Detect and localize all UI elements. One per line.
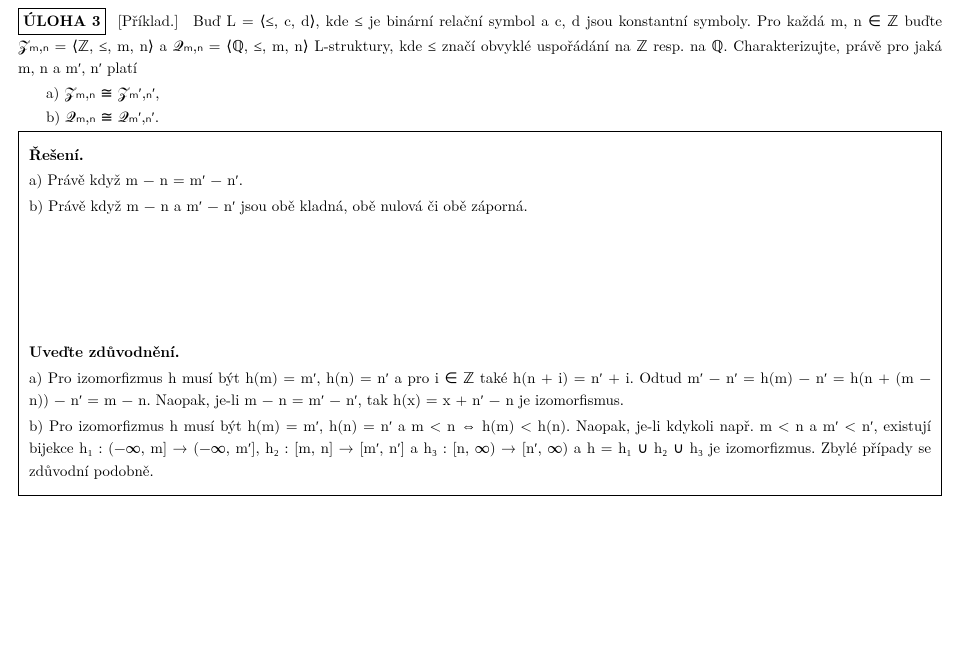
example-note: [Příklad.] (118, 10, 179, 31)
solution-item-b: b) Právě když m − n a m′ − n′ jsou obě k… (29, 195, 931, 218)
problem-statement: ÚLOHA 3 [Příklad.] Buď L = ⟨≤, c, d⟩, kd… (18, 8, 942, 80)
justification-item-a: a) Pro izomorfizmus h musí být h(m) = m′… (29, 367, 931, 412)
justification-item-b: b) Pro izomorfizmus h musí být h(m) = m′… (29, 415, 931, 483)
solution-item-a: a) Právě když m − n = m′ − n′. (29, 169, 931, 192)
spacer (29, 220, 931, 335)
solution-heading: Řešení. (29, 144, 931, 167)
problem-item-b: b) 𝒬ₘ,ₙ ≅ 𝒬ₘ′,ₙ′. (46, 106, 942, 129)
solution-box: Řešení. a) Právě když m − n = m′ − n′. b… (18, 131, 942, 497)
justification-heading: Uveďte zdůvodnění. (29, 341, 931, 364)
exercise-label: ÚLOHA 3 (18, 8, 106, 35)
problem-item-a: a) 𝒵ₘ,ₙ ≅ 𝒵ₘ′,ₙ′, (46, 82, 942, 105)
problem-items: a) 𝒵ₘ,ₙ ≅ 𝒵ₘ′,ₙ′, b) 𝒬ₘ,ₙ ≅ 𝒬ₘ′,ₙ′. (46, 82, 942, 129)
